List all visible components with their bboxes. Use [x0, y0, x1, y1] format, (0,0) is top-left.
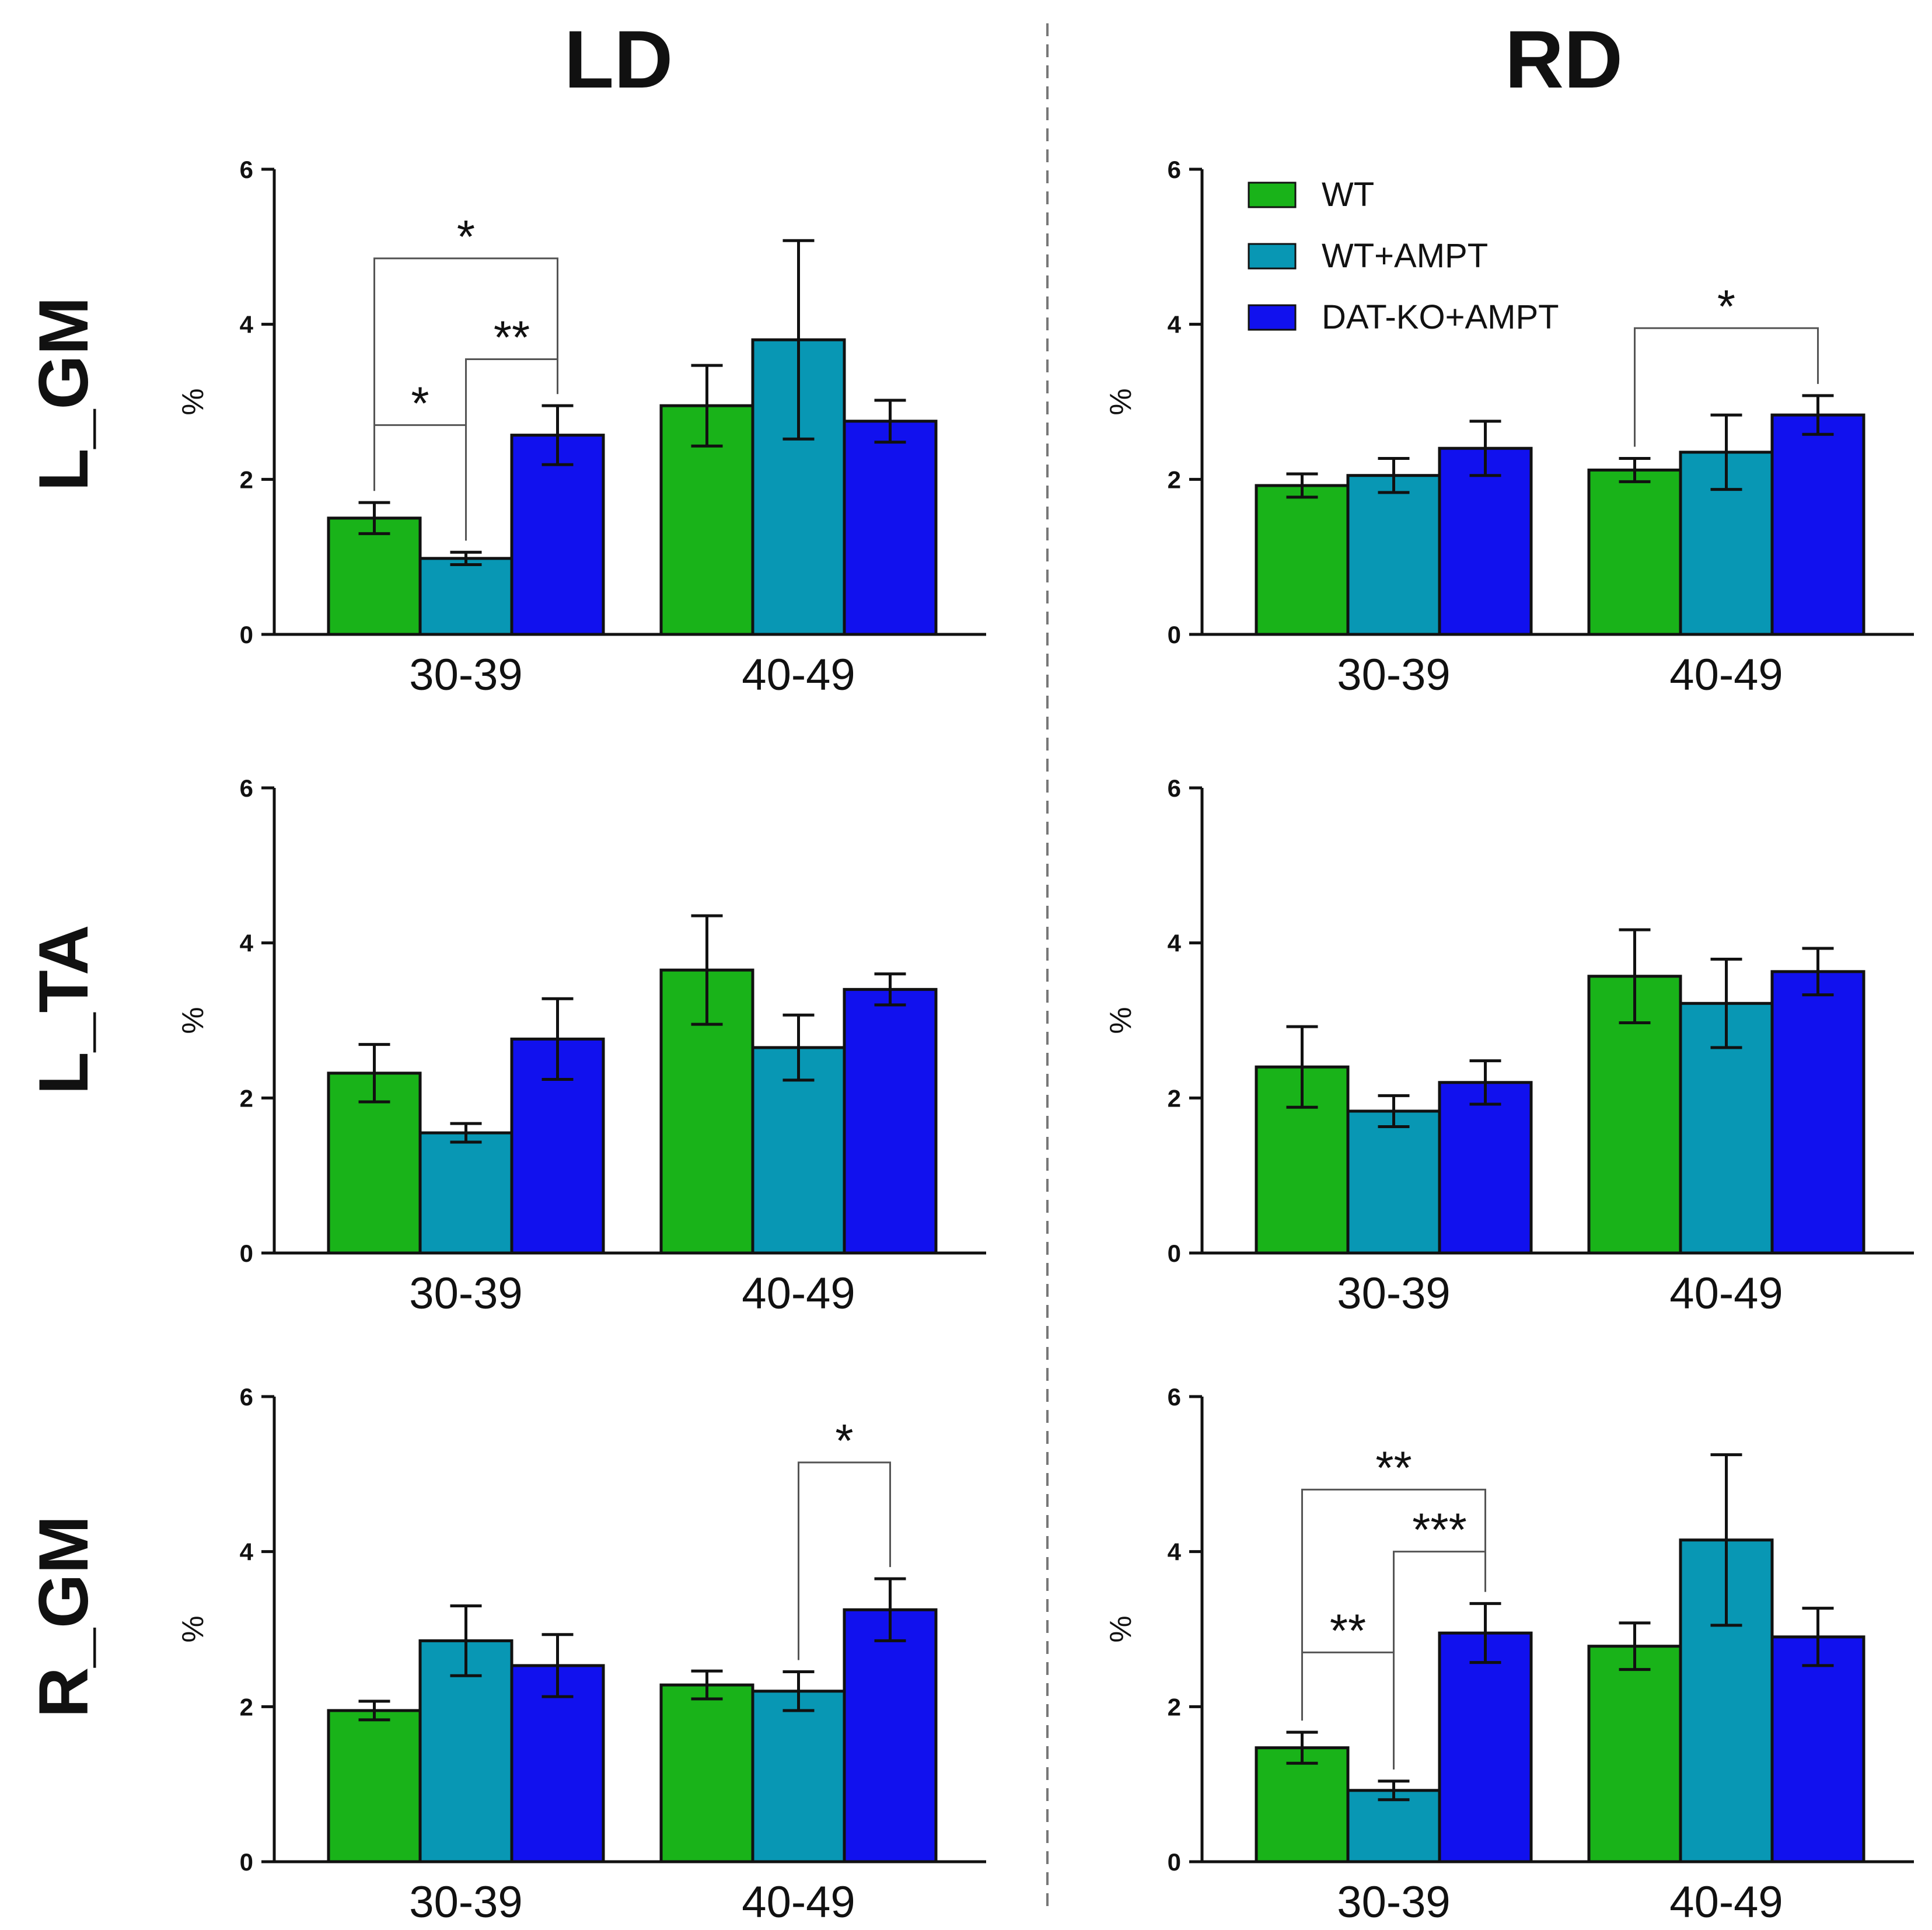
- y-axis-label: %: [176, 388, 210, 415]
- y-axis-label: %: [176, 1615, 210, 1642]
- y-tick-label: 0: [1168, 1240, 1181, 1267]
- significance-label: *: [411, 377, 429, 429]
- y-axis-label: %: [1104, 1007, 1138, 1034]
- bar: [659, 1683, 754, 1863]
- bar: [418, 1639, 513, 1863]
- chart-ld-l-ta: 0 2 4 6% 30-39 40-49: [176, 774, 986, 1318]
- y-tick-label: 2: [240, 1084, 253, 1112]
- legend-swatch-dat-ko-ampt: [1248, 304, 1297, 331]
- x-category-label: 40-49: [1669, 650, 1783, 700]
- legend-label-wt: WT: [1322, 176, 1374, 214]
- bar: [1587, 1645, 1682, 1863]
- bar: [510, 434, 605, 636]
- column-title-ld: LD: [564, 13, 673, 105]
- y-tick-label: 6: [1168, 774, 1181, 802]
- bar: [1438, 1631, 1533, 1863]
- chart-rd-l-gm: 0 2 4 6% 30-39 40-49 *: [1104, 156, 1914, 700]
- significance-label: ***: [1412, 1504, 1466, 1556]
- legend-label-dat-ko-ampt: DAT-KO+AMPT: [1322, 298, 1559, 336]
- bar: [1770, 1635, 1865, 1863]
- y-tick-label: 0: [1168, 1848, 1181, 1876]
- x-category-label: 30-39: [409, 650, 522, 700]
- y-tick-label: 2: [240, 1693, 253, 1720]
- bar: [1346, 474, 1441, 636]
- chart-rd-l-ta: 0 2 4 6% 30-39 40-49: [1104, 774, 1914, 1318]
- bar: [751, 1690, 846, 1863]
- y-tick-label: 4: [1168, 930, 1182, 957]
- significance-label: **: [494, 311, 530, 363]
- legend-swatch-wt: [1248, 182, 1297, 208]
- y-tick-label: 4: [1168, 1538, 1182, 1566]
- bar: [1587, 468, 1682, 636]
- x-category-label: 40-49: [742, 1269, 855, 1318]
- legend-swatch-wt-ampt: [1248, 243, 1297, 270]
- y-tick-label: 4: [240, 930, 254, 957]
- significance-bracket: [373, 257, 558, 491]
- significance-bracket: [1634, 327, 1819, 447]
- x-category-label: 30-39: [409, 1877, 522, 1927]
- y-tick-label: 6: [240, 156, 253, 183]
- significance-label: **: [1375, 1442, 1412, 1493]
- x-category-label: 40-49: [1669, 1269, 1783, 1318]
- y-tick-label: 4: [240, 311, 254, 338]
- y-tick-label: 6: [1168, 1383, 1181, 1411]
- x-category-label: 40-49: [742, 1877, 855, 1927]
- bar: [1346, 1109, 1441, 1255]
- y-axis-label: %: [1104, 1615, 1138, 1642]
- significance-label: *: [1717, 280, 1735, 332]
- y-tick-label: 6: [240, 774, 253, 802]
- significance-label: *: [457, 211, 475, 263]
- x-category-label: 30-39: [409, 1269, 522, 1318]
- bar: [418, 557, 513, 636]
- bar: [1255, 484, 1350, 636]
- y-tick-label: 4: [240, 1538, 254, 1566]
- y-tick-label: 0: [240, 621, 253, 648]
- row-title-l-gm: L_GM: [25, 296, 103, 491]
- y-tick-label: 4: [1168, 311, 1182, 338]
- legend: WT WT+AMPT DAT-KO+AMPT: [1248, 176, 1559, 336]
- bar: [843, 420, 938, 636]
- row-title-l-ta: L_TA: [25, 924, 103, 1094]
- y-axis-label: %: [1104, 388, 1138, 415]
- y-tick-label: 6: [240, 1383, 253, 1411]
- x-category-label: 40-49: [742, 650, 855, 700]
- y-axis-label: %: [176, 1007, 210, 1034]
- y-tick-label: 2: [240, 466, 253, 493]
- chart-ld-r-gm: 0 2 4 6% 30-39 40-49 *: [176, 1383, 986, 1927]
- column-title-rd: RD: [1505, 13, 1623, 105]
- bar: [1438, 1081, 1533, 1255]
- bar: [1346, 1789, 1441, 1863]
- x-category-label: 30-39: [1337, 650, 1450, 700]
- bar: [843, 1608, 938, 1863]
- significance-label: **: [1330, 1604, 1366, 1656]
- bar: [1770, 970, 1865, 1255]
- x-category-label: 40-49: [1669, 1877, 1783, 1927]
- y-tick-label: 2: [1168, 1084, 1181, 1112]
- x-category-label: 30-39: [1337, 1269, 1450, 1318]
- y-tick-label: 0: [240, 1240, 253, 1267]
- x-category-label: 30-39: [1337, 1877, 1450, 1927]
- significance-bracket: [1301, 1488, 1486, 1721]
- y-tick-label: 2: [1168, 1693, 1181, 1720]
- row-title-r-gm: R_GM: [25, 1516, 103, 1718]
- bar: [1438, 446, 1533, 636]
- significance-bracket: [798, 1461, 891, 1660]
- significance-label: *: [835, 1415, 853, 1467]
- bar: [1255, 1746, 1350, 1863]
- bar: [327, 1709, 422, 1863]
- y-tick-label: 0: [1168, 621, 1181, 648]
- legend-label-wt-ampt: WT+AMPT: [1322, 237, 1488, 275]
- bar: [843, 987, 938, 1255]
- bar: [327, 516, 422, 636]
- y-tick-label: 2: [1168, 466, 1181, 493]
- bar: [1770, 413, 1865, 636]
- y-tick-label: 6: [1168, 156, 1181, 183]
- bar: [418, 1131, 513, 1255]
- y-tick-label: 0: [240, 1848, 253, 1876]
